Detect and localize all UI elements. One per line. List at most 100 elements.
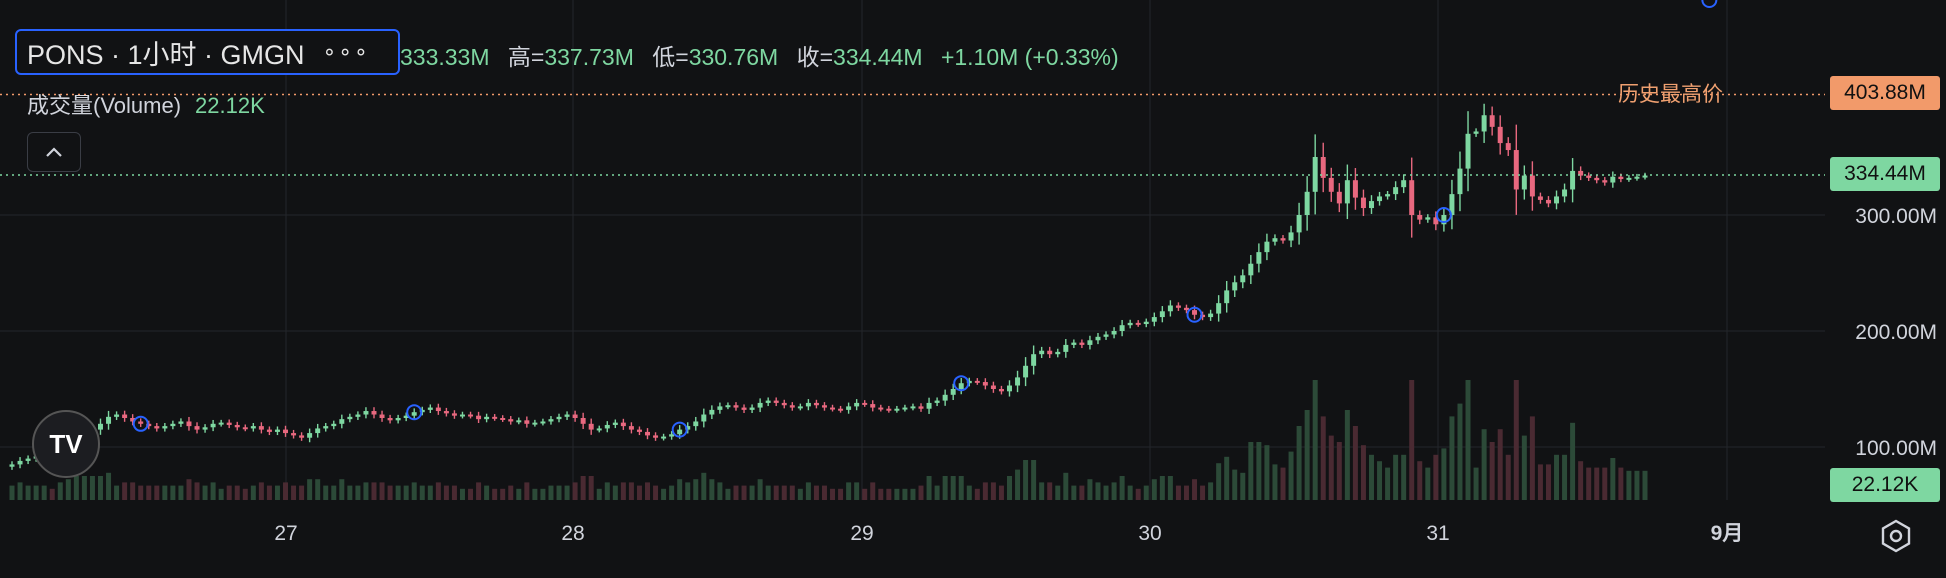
y-tick-label: 200.00M [1855, 321, 1937, 344]
volume-bar [468, 488, 474, 500]
volume-bar [524, 482, 530, 500]
grid-lines [0, 0, 1825, 500]
volume-bar [942, 476, 948, 500]
volume-bar [484, 485, 490, 500]
candle-body [1296, 215, 1302, 233]
volume-bar [749, 485, 755, 500]
candle-body [1417, 215, 1423, 220]
volume-bar [1449, 416, 1455, 500]
candle-body [982, 382, 988, 386]
volume-bar [291, 485, 297, 500]
volume-bar [838, 488, 844, 500]
candle-body [218, 422, 224, 425]
tradingview-logo[interactable]: TV [32, 410, 100, 478]
volume-legend: 成交量(Volume) 22.12K [27, 88, 265, 120]
volume-bar [41, 485, 47, 500]
candle-body [411, 412, 417, 416]
symbol-selector[interactable]: PONS · 1小时 · GMGN ∘∘∘ [15, 29, 400, 75]
volume-bar [355, 485, 361, 500]
candle-body [97, 423, 103, 430]
candle-body [572, 414, 578, 418]
candle-body [363, 411, 369, 415]
volume-bar [1344, 410, 1350, 500]
candle-body [1545, 199, 1551, 204]
trade-marker [406, 404, 423, 421]
volume-bar [1063, 472, 1069, 500]
open-value: 333.33M [400, 44, 490, 70]
volume-bar [1352, 426, 1358, 500]
volume-bar [532, 488, 538, 500]
candle-body [266, 429, 272, 432]
candle-body [1433, 217, 1439, 225]
candle-body [17, 460, 23, 465]
volume-bar [1505, 454, 1511, 500]
volume-bar [81, 476, 87, 500]
candle-body [1513, 150, 1519, 190]
candle-body [1264, 241, 1270, 253]
volume-bars [9, 380, 1648, 500]
volume-bar [162, 485, 168, 500]
candle-body [797, 406, 803, 409]
candle-body [194, 426, 200, 430]
candle-body [339, 419, 345, 424]
volume-bar [1642, 470, 1648, 500]
volume-bar [1272, 464, 1278, 500]
candle-body [701, 414, 707, 422]
candle-body [1594, 177, 1600, 181]
candle-body [685, 426, 691, 430]
volume-bar [1039, 482, 1045, 500]
volume-bar [476, 482, 482, 500]
candle-body [1465, 133, 1471, 169]
candle-body [492, 416, 498, 419]
more-icon[interactable]: ∘∘∘ [322, 39, 370, 64]
volume-bar [757, 479, 763, 500]
candle-body [781, 402, 787, 406]
volume-bar [403, 485, 409, 500]
candle-body [162, 426, 168, 429]
volume-bar [202, 485, 208, 500]
last-price-tag: 334.44M [1830, 157, 1940, 191]
candle-body [468, 414, 474, 417]
volume-bar [1248, 442, 1254, 500]
volume-bar [966, 485, 972, 500]
candle-body [500, 418, 506, 420]
volume-bar [186, 479, 192, 500]
candle-body [709, 409, 715, 415]
candle-body [459, 414, 465, 417]
candle-body [1079, 342, 1085, 345]
volume-bar [781, 485, 787, 500]
volume-bar [258, 482, 264, 500]
candle-body [765, 400, 771, 403]
candle-body [1063, 344, 1069, 352]
volume-bar [910, 488, 916, 500]
volume-bar [1360, 445, 1366, 500]
volume-bar [299, 485, 305, 500]
volume-bar [628, 482, 634, 500]
volume-bar [1465, 380, 1471, 500]
volume-bar [709, 479, 715, 500]
collapse-legend-button[interactable] [27, 132, 81, 172]
volume-bar [548, 485, 554, 500]
volume-bar [813, 485, 819, 500]
volume-bar [1224, 456, 1230, 500]
candle-body [138, 421, 144, 424]
volume-bar [1626, 470, 1632, 500]
settings-icon[interactable] [1878, 518, 1914, 554]
volume-bar [411, 482, 417, 500]
volume-bar [1264, 445, 1270, 500]
candle-body [130, 418, 136, 422]
candle-body [1344, 180, 1350, 204]
volume-bar [1529, 416, 1535, 500]
volume-bar [604, 482, 610, 500]
candle-body [9, 464, 15, 467]
x-tick-label: 31 [1426, 522, 1449, 545]
volume-bar [371, 482, 377, 500]
volume-bar [154, 485, 160, 500]
candle-body [1256, 252, 1262, 264]
volume-bar [1634, 470, 1640, 500]
ohlc-legend: 333.33M 高=337.73M 低=330.76M 收=334.44M +1… [400, 38, 1119, 72]
volume-bar [508, 485, 514, 500]
candle-body [620, 422, 626, 427]
candle-body [1328, 177, 1334, 192]
